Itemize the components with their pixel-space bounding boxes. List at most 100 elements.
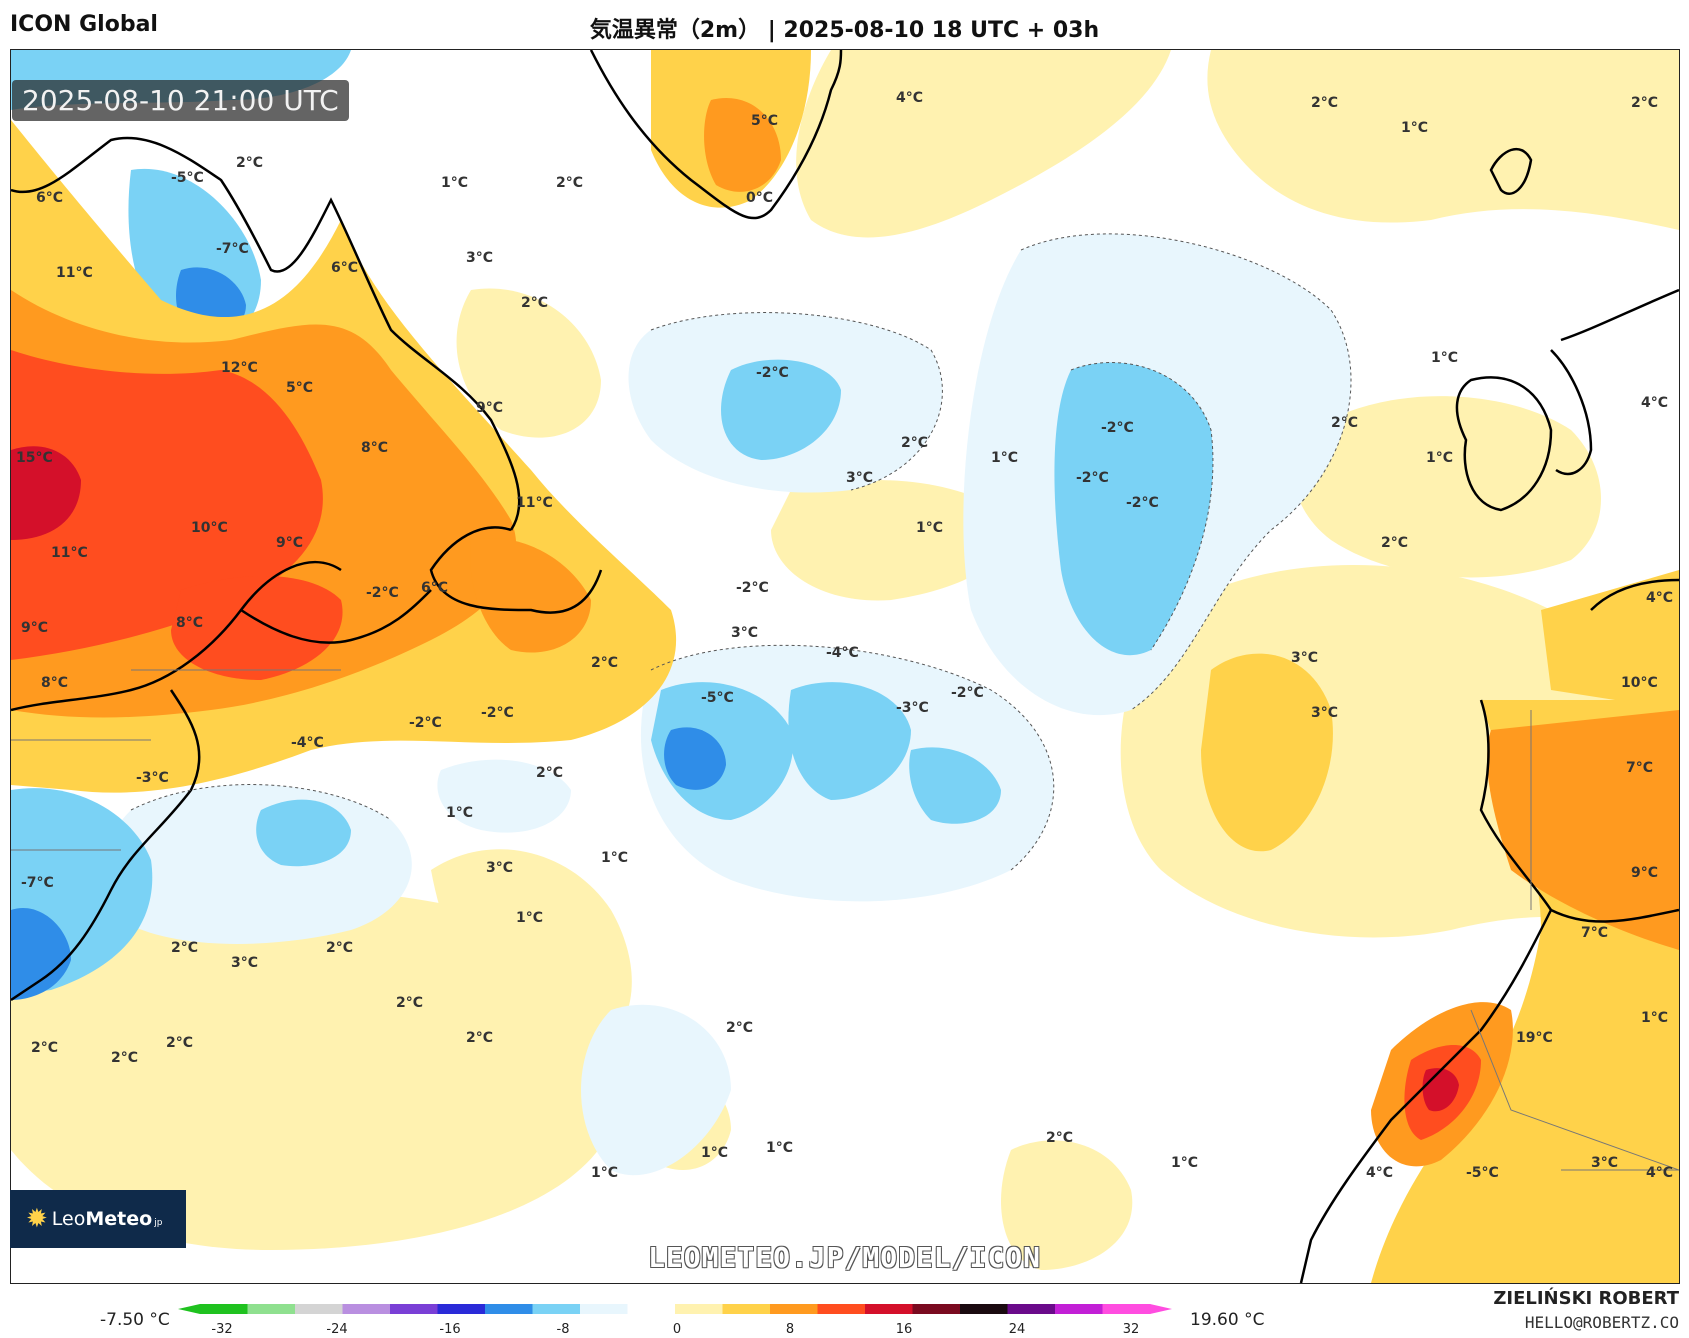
legend-swatch [532,1304,581,1314]
site-watermark: LEOMETEO.JP/MODEL/ICON [648,1241,1041,1274]
map-label: 9°C [476,400,503,416]
map-label: 1°C [1641,1010,1668,1026]
map-label: -2°C [951,685,984,701]
legend-swatch [960,1304,1008,1314]
author-name: ZIELIŃSKI ROBERT [1493,1288,1679,1309]
map-label: 4°C [1366,1165,1393,1181]
map-label: 5°C [751,113,778,129]
map-label: 8°C [361,440,388,456]
map-label: 2°C [166,1035,193,1051]
map-label: 1°C [916,520,943,536]
map-label: -2°C [1101,420,1134,436]
map-label: -2°C [1076,470,1109,486]
map-label: 1°C [591,1165,618,1181]
map-label: 3°C [486,860,513,876]
logo-text: LeoMeteo [51,1208,153,1230]
map-title: 気温異常（2m） | 2025-08-10 18 UTC + 03h [589,18,1100,43]
legend-swatch [865,1304,913,1314]
legend-swatch [437,1304,486,1314]
map-label: 9°C [21,620,48,636]
map-label: 2°C [326,940,353,956]
legend-arrow-left [178,1304,200,1314]
map-label: 5°C [286,380,313,396]
map-label: 6°C [331,260,358,276]
legend-swatch [1007,1304,1056,1314]
author-email[interactable]: HELLO@ROBERTZ.CO [1524,1313,1679,1332]
legend-swatch [675,1304,723,1314]
map-label: 9°C [1631,865,1658,881]
map-label: -4°C [291,735,324,751]
map-label: -5°C [1466,1165,1499,1181]
map-label: 7°C [1581,925,1608,941]
legend-swatch [247,1304,296,1314]
map-label: -2°C [736,580,769,596]
map-label: 4°C [1641,395,1668,411]
map-label: 1°C [1426,450,1453,466]
map-label: 3°C [1311,705,1338,721]
map-label: 2°C [1331,415,1358,431]
warm-pale-regions [11,50,1679,1270]
legend-swatch [1055,1304,1103,1314]
map-label: 1°C [1431,350,1458,366]
map-label: 11°C [56,265,93,281]
map-label: 2°C [591,655,618,671]
legend-max-label: 19.60 °C [1190,1310,1265,1330]
map-label: -4°C [826,645,859,661]
legend-tick: 16 [895,1322,913,1337]
map-label: 2°C [1381,535,1408,551]
map-label: 2°C [556,175,583,191]
legend-tick: 24 [1008,1322,1026,1337]
legend-swatch [722,1304,771,1314]
map-area[interactable]: 2°C -5°C 6°C -7°C 1°C 2°C 5°C 0°C 4°C 2°… [10,49,1680,1284]
valid-time-label: 2025-08-10 21:00 UTC [12,80,349,121]
map-label: 9°C [276,535,303,551]
map-label: 1°C [446,805,473,821]
map-label: 11°C [51,545,88,561]
legend-swatch [1102,1304,1151,1314]
map-label: 12°C [221,360,258,376]
map-label: 2°C [1631,95,1658,111]
legend-swatch [627,1304,676,1314]
map-value-labels: 2°C -5°C 6°C -7°C 1°C 2°C 5°C 0°C 4°C 2°… [16,90,1673,1181]
anomaly-field: 2°C -5°C 6°C -7°C 1°C 2°C 5°C 0°C 4°C 2°… [11,50,1679,1283]
map-label: -2°C [481,705,514,721]
map-label: 19°C [1516,1030,1553,1046]
legend-swatch [817,1304,866,1314]
legend-swatch [390,1304,438,1314]
map-label: 3°C [231,955,258,971]
legend-min-label: -7.50 °C [100,1310,170,1330]
map-label: 1°C [441,175,468,191]
legend-arrow-right [1150,1304,1172,1314]
map-label: -7°C [216,241,249,257]
map-label: -2°C [1126,495,1159,511]
model-name: ICON Global [10,12,158,37]
coastlines [11,50,1679,1283]
map-label: 10°C [191,520,228,536]
cold-cores [11,50,1213,995]
map-label: 2°C [1311,95,1338,111]
map-label: 1°C [1171,1155,1198,1171]
map-label: 4°C [896,90,923,106]
map-label: 6°C [36,190,63,206]
map-label: 1°C [701,1145,728,1161]
legend-tick: 8 [785,1322,795,1337]
legend-swatch [912,1304,961,1314]
map-label: 8°C [176,615,203,631]
map-label: 2°C [521,295,548,311]
sun-icon: ✹ [26,1204,48,1234]
map-label: 4°C [1646,590,1673,606]
map-label: 1°C [601,850,628,866]
map-label: 7°C [1626,760,1653,776]
leometeo-logo[interactable]: ✹ LeoMeteo jp [10,1190,186,1248]
legend-tick: -8 [556,1322,570,1337]
map-label: 2°C [901,435,928,451]
map-label: -5°C [701,690,734,706]
color-legend: -7.50 °C 19.60 °C -32 -24 -16 -8 0 8 16 … [0,1290,1689,1338]
legend-swatch [200,1304,248,1314]
map-label: 3°C [1591,1155,1618,1171]
map-label: 3°C [731,625,758,641]
map-label: -5°C [171,170,204,186]
map-label: 1°C [1401,120,1428,136]
legend-tick: -32 [211,1322,233,1337]
map-label: 2°C [31,1040,58,1056]
